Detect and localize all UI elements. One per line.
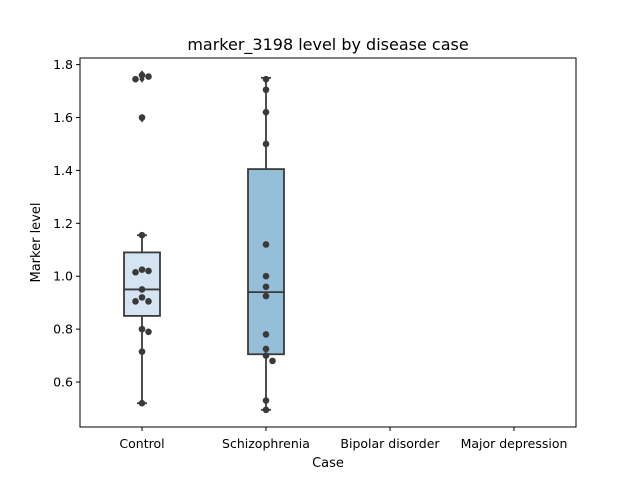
data-point [132,298,139,305]
data-point [138,266,146,273]
data-point [145,298,152,305]
data-point [145,328,152,336]
data-point [262,283,270,291]
data-point [138,286,146,293]
data-point [262,241,270,248]
y-axis: 0.6 0.8 1.0 1.2 1.4 1.6 1.8 [53,57,80,390]
y-tick-label: 1.6 [53,110,73,125]
plot-area [123,70,285,414]
y-tick-label: 0.8 [53,322,73,337]
x-tick-label: Control [119,436,164,451]
x-axis: Control Schizophrenia Bipolar disorder Majo… [119,427,567,451]
box-group [123,70,161,407]
data-point [138,294,146,301]
chart-title: marker_3198 level by disease case [187,35,468,55]
data-point [138,71,146,79]
y-tick-label: 1.8 [53,57,73,72]
data-point [138,231,146,239]
y-axis-label: Marker level [29,203,44,283]
iqr-box [247,168,285,356]
data-point [262,352,270,359]
y-tick-label: 1.4 [53,163,73,178]
data-point [262,397,270,404]
plot-frame [79,57,577,428]
data-point [262,272,270,280]
box-group [247,75,285,414]
data-point [262,406,270,414]
data-point [262,140,270,148]
data-point [262,86,270,94]
y-tick-label: 0.6 [53,375,73,390]
data-point [138,325,146,333]
data-point [138,348,146,355]
y-tick-label: 1.2 [53,216,73,231]
x-tick-label: Bipolar disorder [340,436,440,451]
data-point [132,268,139,276]
data-point [262,331,270,338]
data-point [138,114,146,121]
data-point [262,345,270,353]
x-axis-label: Case [312,456,344,471]
data-point [262,75,270,83]
data-point [269,357,276,365]
data-point [262,108,270,116]
data-point [145,267,152,275]
y-tick-label: 1.0 [53,269,73,284]
data-point [262,292,270,300]
x-tick-label: Schizophrenia [222,436,310,451]
iqr-box [123,251,161,317]
data-point [138,399,146,407]
data-point [145,73,152,80]
outlier-marker [139,75,145,83]
data-point [132,75,139,83]
x-tick-label: Major depression [461,436,568,451]
